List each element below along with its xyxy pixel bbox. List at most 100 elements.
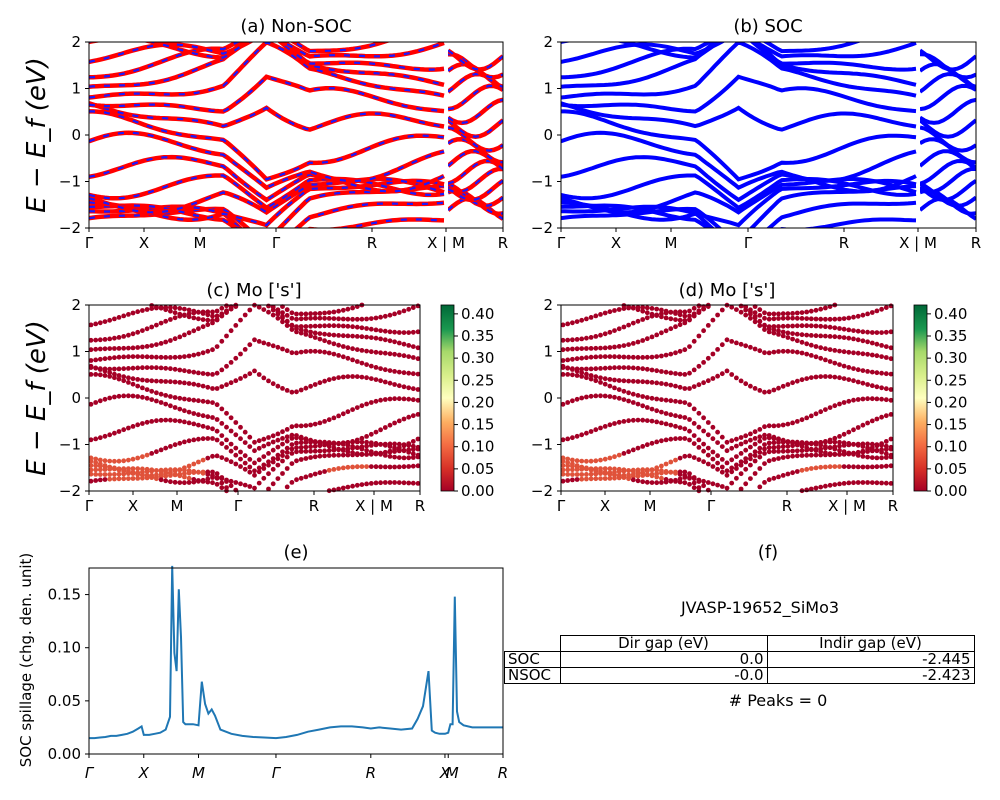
projection-point (837, 439, 842, 445)
projection-point (340, 465, 346, 471)
projection-point (261, 443, 267, 449)
projection-point (410, 480, 416, 486)
projection-point (738, 486, 744, 492)
projection-point (326, 417, 332, 423)
projection-point (298, 330, 304, 336)
projection-point (579, 366, 585, 372)
projection-point (228, 441, 234, 447)
projection-point (663, 352, 669, 358)
projection-point (598, 312, 603, 317)
nonsoc-band-dash (89, 110, 503, 181)
projection-point (149, 365, 155, 370)
projection-point (200, 350, 206, 356)
projection-point (196, 316, 201, 322)
projection-point (107, 355, 113, 361)
projection-point (827, 347, 833, 352)
projection-point (392, 441, 397, 447)
projection-point (326, 310, 332, 315)
projection-point (275, 307, 281, 313)
projection-point (312, 335, 318, 340)
projection-point (149, 343, 155, 348)
projection-point (654, 313, 660, 318)
projection-point (654, 396, 660, 402)
projection-point (270, 343, 276, 349)
projection-point (378, 450, 383, 456)
y-tick-label: 0 (543, 389, 553, 407)
projection-point (289, 350, 295, 356)
projection-point (396, 418, 402, 424)
projection-point (682, 475, 688, 480)
projection-point (860, 444, 866, 449)
projection-point (705, 452, 711, 458)
projection-point (621, 324, 627, 330)
projection-point (345, 409, 351, 415)
projection-point (602, 471, 608, 476)
projection-point (855, 328, 861, 334)
projection-point (130, 393, 136, 399)
projection-point (841, 376, 847, 381)
projection-point (748, 307, 753, 313)
soc-band (561, 167, 976, 215)
projection-point (191, 411, 197, 416)
projection-point (616, 466, 622, 472)
projection-point (832, 334, 838, 340)
projection-point (560, 471, 566, 477)
projection-point (256, 372, 262, 377)
projection-point (715, 482, 720, 488)
projection-point (340, 411, 346, 417)
projection-point (574, 319, 580, 324)
projection-point (851, 366, 856, 371)
projection-point (719, 484, 725, 489)
projection-point (748, 437, 753, 443)
projection-point (298, 311, 304, 317)
projection-point (163, 393, 169, 398)
x-tick-label: Γ (557, 497, 566, 515)
panel-c-points (88, 302, 421, 494)
projection-point (182, 480, 187, 486)
colorbar-tick-label: 0.15 (461, 416, 494, 434)
projection-point (687, 344, 692, 349)
projection-point (780, 444, 786, 450)
projection-point (865, 441, 870, 447)
projection-point (261, 462, 267, 468)
projection-point (107, 366, 113, 372)
projection-point (312, 323, 318, 329)
projection-point (163, 355, 169, 360)
projection-point (196, 382, 201, 388)
projection-point (734, 462, 739, 468)
projection-point (373, 480, 379, 486)
projection-point (275, 476, 281, 481)
projection-point (303, 349, 309, 354)
projection-point (172, 315, 178, 321)
projection-point (172, 472, 178, 477)
projection-point (616, 387, 622, 392)
projection-point (799, 316, 805, 321)
projection-point (135, 394, 141, 399)
projection-point (734, 443, 739, 449)
projection-point (135, 329, 141, 335)
projection-point (214, 417, 220, 422)
projection-point (336, 333, 341, 338)
projection-point (659, 438, 664, 444)
projection-point (668, 422, 674, 428)
projection-point (392, 339, 397, 345)
projection-point (322, 448, 327, 454)
projection-point (116, 354, 122, 360)
projection-point (144, 378, 150, 383)
projection-point (125, 312, 131, 317)
projection-point (247, 307, 253, 313)
projection-point (205, 317, 211, 323)
projection-point (598, 425, 603, 431)
projection-point (771, 423, 777, 429)
projection-point (846, 377, 852, 382)
projection-point (415, 412, 421, 417)
projection-point (359, 435, 365, 441)
projection-point (570, 356, 575, 362)
projection-point (130, 456, 136, 462)
projection-point (874, 308, 880, 314)
projection-point (238, 464, 243, 469)
projection-point (710, 436, 716, 442)
projection-point (705, 420, 711, 425)
projection-point (654, 332, 660, 338)
